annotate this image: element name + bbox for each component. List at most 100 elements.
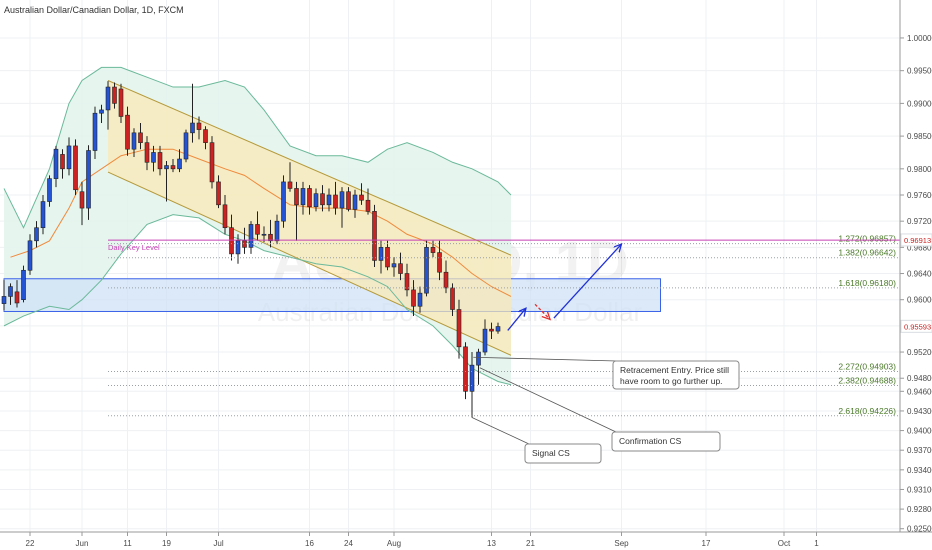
- x-tick-label: Aug: [387, 539, 401, 548]
- bollinger-lower-line: [3, 214, 512, 386]
- callout-pointer: [473, 356, 618, 362]
- bear-candle: [404, 273, 410, 291]
- bull-candle: [40, 201, 46, 229]
- bear-candle: [118, 88, 124, 117]
- bear-candle: [209, 142, 215, 183]
- bollinger-upper-line: [3, 66, 512, 229]
- bear-candle: [170, 165, 176, 170]
- bull-candle: [164, 165, 169, 170]
- support-resistance-zone: [3, 278, 661, 312]
- x-tick-label: 11: [123, 539, 132, 548]
- bull-candle: [27, 240, 33, 271]
- bull-candle: [105, 86, 111, 111]
- x-tick-label: 24: [344, 539, 353, 548]
- bear-candle: [222, 204, 228, 229]
- callout-pointer: [471, 417, 530, 445]
- blue-arrow-up-long: [553, 244, 622, 319]
- x-tick-label: 19: [162, 539, 171, 548]
- bear-candle: [411, 289, 416, 307]
- confirmation-cs-callout: Confirmation CS: [479, 367, 721, 452]
- bear-candle: [196, 122, 202, 130]
- bear-candle: [203, 129, 208, 143]
- price-badge-box: [900, 233, 932, 247]
- bull-candle: [92, 112, 98, 151]
- channel-lower-line: [107, 171, 512, 356]
- bear-candle: [157, 152, 163, 170]
- bear-candle: [443, 271, 449, 289]
- x-tick-label: 21: [526, 539, 535, 548]
- candles: [1, 81, 501, 418]
- x-tick-label: 1: [814, 539, 819, 548]
- channel-upper-line: [107, 80, 512, 256]
- bear-candle: [216, 181, 221, 206]
- bear-candle: [60, 154, 65, 170]
- bear-candle: [287, 181, 293, 189]
- bull-candle: [352, 194, 358, 210]
- bull-candle: [131, 132, 137, 150]
- bull-candle: [424, 247, 429, 294]
- callout-box: [611, 431, 721, 452]
- fib-level-label: 1.618(0.96180): [838, 278, 896, 288]
- fib-level-label: 2.382(0.94688): [838, 376, 896, 386]
- callout-text: Signal CS: [532, 448, 570, 458]
- bull-candle: [99, 109, 104, 114]
- bull-candle: [66, 145, 72, 170]
- bear-candle: [372, 211, 377, 261]
- time-axis[interactable]: 22 Jun 11 19 Jul 16 24 Aug 13 21 Sep 17 Oct 1: [0, 531, 932, 548]
- price-badges: 0.96913 0.95593: [900, 233, 932, 333]
- callout-box: [524, 443, 602, 464]
- bear-candle: [125, 114, 130, 150]
- y-tick-label: 0.92500: [907, 525, 932, 534]
- bull-candle: [326, 194, 332, 206]
- bull-candle: [86, 150, 91, 209]
- bull-candle: [281, 181, 286, 222]
- price-badge-label: 0.96913: [904, 236, 931, 245]
- bull-candle: [417, 292, 423, 307]
- x-tick-label: Oct: [778, 539, 791, 548]
- callout-pointer: [479, 367, 617, 433]
- retracement-entry-callout: Retracement Entry. Price still have room …: [473, 356, 740, 390]
- price-badge-box: [900, 319, 932, 333]
- bull-candle: [261, 233, 267, 236]
- bear-candle: [138, 132, 143, 143]
- daily-key-level-label: Daily Key Level: [108, 243, 160, 252]
- fib-level-label: 1.272(0.96857): [838, 234, 896, 244]
- bull-candle: [482, 328, 488, 353]
- bull-candle: [1, 296, 7, 304]
- x-tick-label: 17: [702, 539, 711, 548]
- moving-average-line: [10, 148, 512, 297]
- bear-candle: [268, 233, 273, 242]
- bull-candle: [34, 227, 39, 242]
- bear-candle: [112, 86, 117, 104]
- bear-candle: [320, 193, 325, 206]
- chart-title: Australian Dollar/Canadian Dollar, 1D, F…: [4, 5, 184, 15]
- bear-candle: [294, 188, 299, 206]
- bear-candle: [430, 247, 436, 253]
- bull-candle: [177, 158, 182, 170]
- x-tick-label: Sep: [614, 539, 629, 548]
- x-tick-label: 16: [305, 539, 314, 548]
- bear-candle: [255, 224, 260, 235]
- bull-candle: [53, 148, 59, 179]
- bear-candle: [229, 227, 234, 255]
- bear-candle: [450, 287, 455, 310]
- callout-text: Retracement Entry. Price still have room …: [620, 365, 729, 386]
- x-tick-label: 13: [487, 539, 496, 548]
- x-tick-label: 22: [26, 539, 35, 548]
- price-badge-label: 0.95593: [904, 322, 931, 331]
- bear-candle: [385, 247, 390, 268]
